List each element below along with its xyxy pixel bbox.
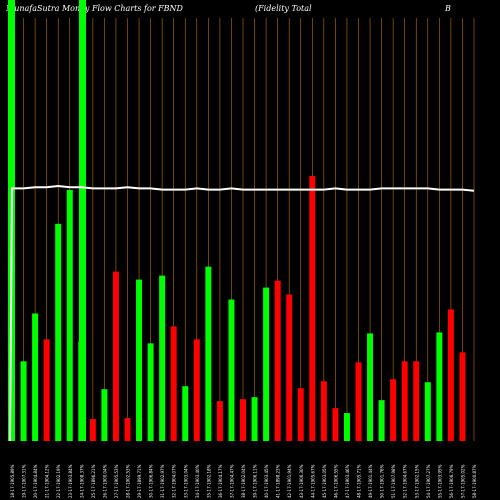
x-tick-label: 31-17-1902.97% (160, 464, 165, 498)
bar (436, 332, 443, 441)
bar (66, 189, 73, 441)
x-tick-label: 36-17-1904.17% (218, 464, 223, 498)
bar (182, 386, 189, 441)
bar (124, 418, 131, 441)
x-tick-label: 44-17-1905.67% (310, 464, 315, 498)
x-tick-label: 38-17-1902.04% (241, 464, 246, 498)
bar (424, 382, 431, 441)
x-tick-label: 22-17-1902.19% (56, 464, 61, 498)
x-tick-label: 30-17-1906.84% (149, 464, 154, 498)
x-tick-label: 45-17-1903.05% (322, 464, 327, 498)
x-tick-label: 54-17-1907.27% (426, 464, 431, 498)
bar (240, 399, 246, 441)
bar (112, 271, 119, 441)
bar (447, 309, 454, 441)
bar (320, 381, 327, 441)
bar (101, 389, 108, 441)
x-tick-label: 35-17-1902.18% (206, 464, 211, 498)
x-tick-label: 46-17-1906.55% (333, 464, 338, 498)
spike-bar (79, 0, 86, 441)
bar (251, 397, 258, 441)
x-tick-label: 52-17-1904.67% (403, 464, 408, 498)
overlay-line (9, 184, 475, 442)
x-tick-label: 39-17-1906.11% (253, 464, 258, 498)
x-tick-label: 21-17-1904.12% (45, 464, 50, 498)
bar (193, 339, 200, 441)
bar (343, 413, 350, 441)
x-tick-label: 40-17-1903.45% (264, 464, 269, 498)
x-tick-label: 56-17-1906.79% (449, 464, 454, 498)
chart-title: MunafaSutra Money Flow Charts for FBND (… (0, 0, 500, 20)
x-tick-label: 28-17-1902.53% (126, 464, 131, 498)
x-tick-label: 24-17-1908.37% (79, 464, 84, 498)
x-tick-label: 34-17-1903.40% (195, 464, 200, 498)
x-tick-label: 19-17-1907.31% (22, 464, 27, 498)
bar (89, 419, 96, 441)
bar (136, 279, 143, 441)
bar (20, 361, 27, 441)
x-tick-label: 37-17-1904.47% (229, 464, 234, 498)
bar (170, 326, 177, 441)
bar (297, 388, 304, 441)
bar (32, 313, 39, 441)
bar (147, 343, 154, 441)
x-tick-label: 55-17-1903.95% (437, 464, 442, 498)
bar (390, 379, 397, 441)
x-tick-label: 23-17-1903.84% (68, 464, 73, 498)
x-tick-label: 50-17-1901.76% (380, 464, 385, 498)
x-tick-label: 58-17-1900.87% (472, 464, 477, 498)
chart-title-middle: (Fidelity Total (255, 4, 312, 13)
x-tick-label: 49-17-1901.44% (368, 464, 373, 498)
bar (55, 223, 62, 441)
x-tick-label: 43-17-1906.30% (299, 464, 304, 498)
bar (367, 333, 374, 441)
x-tick-label: 57-17-1905.02% (460, 464, 465, 498)
x-tick-label: 25-17-1896.21% (91, 464, 96, 498)
bar (459, 352, 466, 441)
x-tick-label: 27-17-1905.53% (114, 464, 119, 498)
x-tick-label: 48-17-1905.71% (357, 464, 362, 498)
bar (205, 266, 212, 441)
x-tick-label: 42-17-1901.94% (287, 464, 292, 498)
x-tick-label: 51-17-1907.98% (391, 464, 396, 498)
x-tick-label: 41-17-1898.23% (276, 464, 281, 498)
bar (332, 408, 339, 441)
x-tick-label: 20-17-1904.84% (33, 464, 38, 498)
bar (228, 299, 235, 441)
x-tick-label: 33-17-1903.04% (183, 464, 188, 498)
bar (43, 339, 50, 441)
bar (286, 294, 293, 441)
x-tick-label: 47-17-1903.46% (345, 464, 350, 498)
chart-title-right: B (445, 4, 451, 13)
bar (355, 362, 362, 441)
x-tick-label: 53-17-1902.15% (414, 464, 419, 498)
bar (413, 361, 420, 441)
x-tick-label: 32-17-1904.07% (172, 464, 177, 498)
x-tick-label: 29-17-1899.71% (137, 464, 142, 498)
bar (274, 280, 281, 441)
x-tick-label: 18-17-1905.89% (10, 464, 15, 498)
chart-title-left: MunafaSutra Money Flow Charts for FBND (6, 4, 183, 13)
bar (378, 400, 385, 441)
bar (309, 175, 316, 442)
x-tick-label: 26-17-1900.04% (102, 464, 107, 498)
bar (401, 361, 408, 441)
bar (263, 287, 270, 441)
bar (216, 401, 223, 441)
bar (159, 275, 166, 441)
